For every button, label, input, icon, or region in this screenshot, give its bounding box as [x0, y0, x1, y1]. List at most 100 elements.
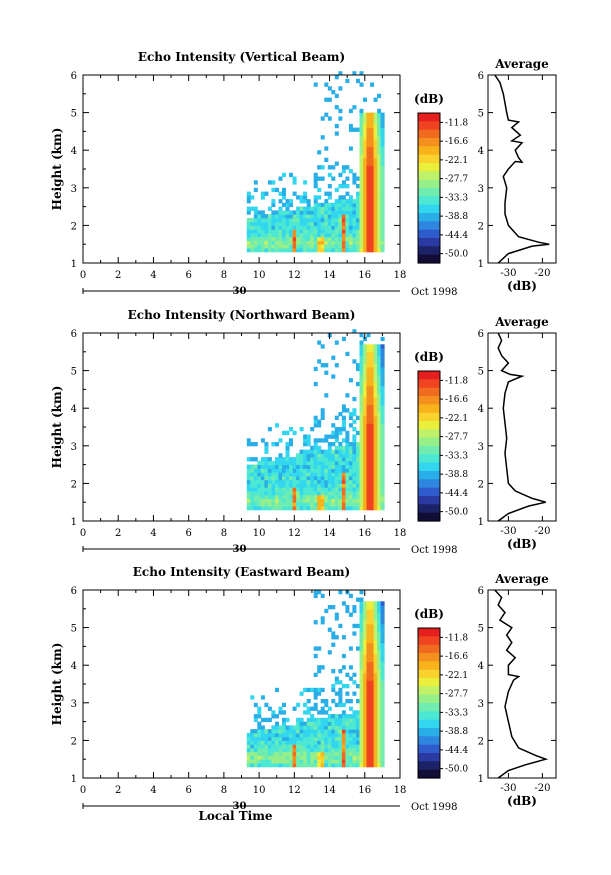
echo-cell	[359, 419, 364, 424]
echo-cell	[285, 214, 290, 219]
echo-cell	[306, 736, 311, 741]
echo-cell	[373, 605, 378, 610]
echo-cell	[253, 494, 258, 499]
echo-cell	[373, 154, 378, 159]
echo-cell	[275, 221, 279, 226]
echo-cell	[359, 415, 364, 420]
echo-cell	[370, 127, 375, 132]
echo-cell	[380, 225, 385, 230]
colorbar-unit: (dB)	[414, 92, 444, 106]
echo-cell	[292, 725, 297, 730]
echo-cell	[366, 355, 371, 360]
echo-cell	[310, 744, 315, 749]
echo-cell	[299, 244, 304, 249]
echo-cell	[285, 487, 290, 492]
echo-cell	[250, 502, 255, 507]
echo-cell	[313, 423, 318, 428]
echo-cell	[310, 206, 315, 211]
echo-cell	[370, 221, 375, 226]
echo-cell	[366, 490, 371, 496]
echo-cell	[366, 453, 371, 458]
profile-y-tick-label: 6	[478, 71, 484, 82]
profile-x-label: (dB)	[507, 279, 537, 293]
echo-cell	[320, 202, 325, 208]
echo-cell	[285, 248, 290, 253]
echo-cell	[317, 214, 322, 219]
echo-cell	[303, 195, 308, 200]
echo-cell	[348, 732, 353, 738]
echo-cell	[366, 635, 371, 640]
echo-cell	[250, 479, 255, 484]
echo-cell	[338, 214, 343, 219]
echo-cell	[363, 412, 367, 417]
echo-cell	[348, 736, 353, 741]
echo-cell	[317, 176, 322, 181]
echo-cell	[303, 221, 308, 226]
echo-cell	[373, 755, 378, 760]
echo-cell	[373, 370, 378, 375]
echo-cell	[345, 236, 350, 241]
echo-cell	[366, 653, 371, 659]
echo-cell	[352, 608, 357, 614]
profile-x-tick-label: -30	[500, 268, 516, 279]
echo-cell	[267, 221, 272, 226]
echo-cell	[359, 363, 364, 368]
echo-cell	[296, 460, 301, 466]
echo-cell	[352, 359, 357, 364]
echo-cell	[377, 608, 382, 614]
echo-cell	[352, 214, 357, 219]
echo-cell	[338, 747, 343, 753]
colorbar-swatch	[418, 728, 440, 737]
echo-cell	[352, 631, 357, 636]
echo-cell	[285, 430, 290, 436]
echo-cell	[366, 240, 371, 245]
echo-cell	[370, 400, 375, 405]
echo-cell	[341, 740, 346, 745]
echo-cell	[313, 180, 318, 185]
echo-cell	[313, 464, 318, 469]
echo-cell	[370, 438, 375, 443]
echo-cell	[373, 457, 378, 462]
echo-cell	[299, 747, 304, 753]
echo-cell	[370, 415, 375, 420]
echo-cell	[303, 759, 308, 764]
echo-cell	[303, 751, 308, 756]
echo-cell	[299, 763, 304, 768]
echo-cell	[327, 490, 332, 496]
echo-cell	[377, 146, 382, 151]
echo-cell	[377, 180, 382, 185]
echo-cell	[370, 601, 375, 606]
echo-cell	[289, 475, 293, 481]
echo-cell	[356, 457, 360, 462]
echo-cell	[359, 691, 364, 696]
echo-cell	[373, 389, 378, 394]
echo-cell	[373, 472, 378, 477]
echo-cell	[366, 498, 371, 503]
echo-cell	[257, 721, 262, 726]
echo-cell	[380, 206, 385, 211]
echo-cell	[348, 502, 353, 507]
echo-cell	[250, 442, 255, 447]
echo-cell	[275, 187, 279, 193]
echo-cell	[359, 135, 364, 140]
echo-cell	[296, 229, 301, 234]
colorbar-swatch	[418, 504, 440, 514]
echo-cell	[260, 232, 265, 238]
echo-cell	[285, 744, 290, 749]
echo-cell	[363, 127, 367, 132]
echo-cell	[341, 206, 346, 211]
echo-cell	[334, 755, 339, 760]
echo-cell	[275, 487, 279, 492]
echo-cell	[285, 445, 290, 451]
echo-cell	[278, 506, 283, 511]
echo-cell	[359, 472, 364, 477]
echo-cell	[296, 721, 301, 726]
echo-cell	[275, 464, 279, 469]
echo-cell	[370, 202, 375, 208]
echo-cell	[324, 221, 329, 226]
echo-cell	[303, 464, 308, 469]
echo-cell	[310, 714, 315, 719]
echo-cell	[380, 490, 385, 496]
echo-cell	[310, 721, 315, 726]
x-tick-label: 14	[323, 270, 336, 281]
